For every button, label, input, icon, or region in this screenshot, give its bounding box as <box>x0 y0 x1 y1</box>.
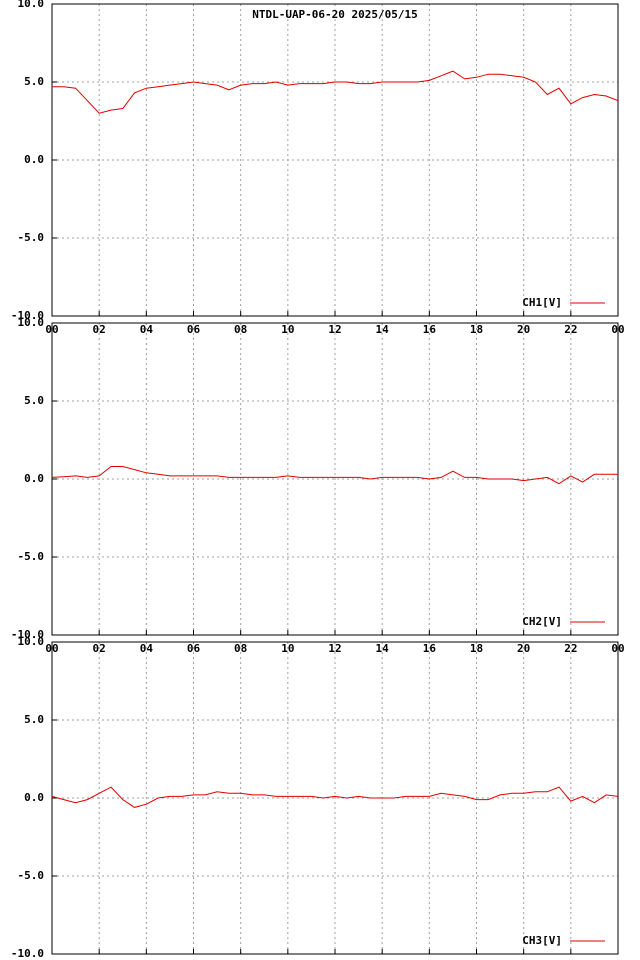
plot-frame <box>51 3 619 317</box>
y-tick-label: -10.0 <box>11 947 44 960</box>
data-line <box>51 786 619 808</box>
y-tick-label: -5.0 <box>18 550 45 563</box>
y-tick-label: -10.0 <box>11 309 44 322</box>
y-tick-label: 0.0 <box>24 791 44 804</box>
y-tick-label: 10.0 <box>18 0 45 10</box>
y-tick-label: 10.0 <box>18 316 45 329</box>
legend-label: CH2[V] <box>522 615 562 628</box>
chart-title: NTDL-UAP-06-20 2025/05/15 <box>252 8 418 21</box>
y-tick-label: -10.0 <box>11 628 44 641</box>
y-tick-label: 5.0 <box>24 394 44 407</box>
data-line <box>51 466 618 485</box>
y-tick-label: 10.0 <box>18 635 45 648</box>
y-tick-label: 5.0 <box>24 713 44 726</box>
legend-label: CH3[V] <box>522 934 562 947</box>
y-tick-label: 0.0 <box>24 153 44 166</box>
plot-frame <box>51 641 619 955</box>
plot-frame <box>51 322 619 636</box>
data-line <box>52 70 619 114</box>
y-tick-label: -5.0 <box>18 231 45 244</box>
y-tick-label: 0.0 <box>24 472 44 485</box>
legend-label: CH1[V] <box>522 296 562 309</box>
y-tick-label: -5.0 <box>18 869 45 882</box>
y-tick-label: 5.0 <box>24 75 44 88</box>
